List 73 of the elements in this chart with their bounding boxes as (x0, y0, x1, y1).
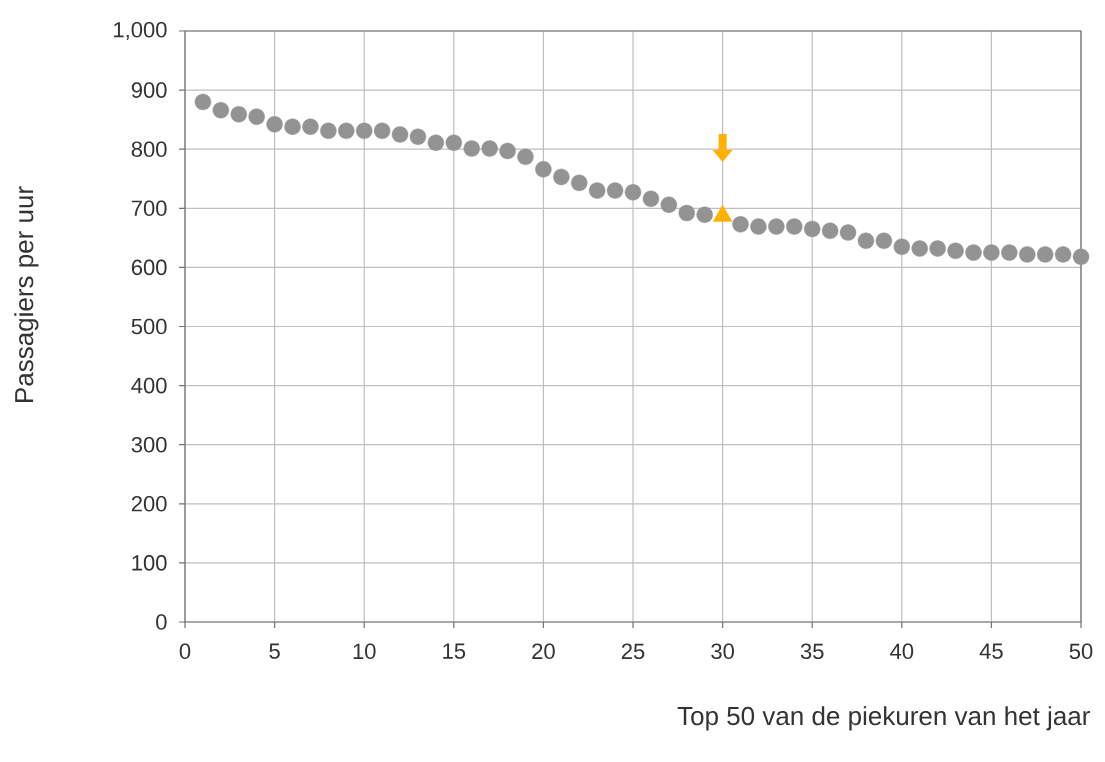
point (230, 106, 247, 123)
point (893, 238, 910, 255)
point (678, 204, 695, 222)
x-tick-label: 0 (179, 643, 191, 660)
point (266, 116, 283, 133)
point (1036, 246, 1054, 263)
point (750, 218, 767, 235)
y-tick-label: 100 (132, 555, 167, 571)
y-tick-label: 800 (131, 141, 167, 157)
y-tick-label: 900 (131, 82, 167, 98)
point (768, 218, 785, 235)
point (356, 122, 373, 140)
point (804, 220, 821, 238)
x-tick-label: 10 (353, 643, 376, 660)
point (821, 222, 839, 239)
x-tick-label: 20 (532, 643, 555, 660)
point (624, 184, 642, 201)
point (194, 93, 212, 111)
point (338, 122, 355, 140)
y-tick-label: 1,000 (114, 21, 167, 41)
x-tick-label: 15 (443, 643, 466, 659)
point (732, 216, 749, 233)
point (857, 232, 875, 249)
y-tick-label: 600 (131, 259, 167, 276)
y-tick-label: 400 (131, 377, 167, 394)
point (606, 182, 624, 199)
point (929, 240, 946, 257)
point (786, 218, 803, 235)
y-tick-label: 200 (131, 495, 167, 512)
y-tick-label: 500 (131, 318, 167, 335)
y-tick-label: 300 (131, 436, 167, 453)
point (284, 118, 301, 135)
x-tick-label: 45 (979, 643, 1003, 659)
point (481, 140, 498, 157)
point (212, 101, 230, 119)
point (642, 190, 660, 208)
x-tick-label: 5 (269, 643, 280, 659)
point (947, 242, 964, 260)
point (965, 244, 982, 261)
x-tick-label: 35 (800, 643, 824, 660)
point (911, 240, 928, 257)
point (445, 134, 463, 151)
x-tick-label: 25 (621, 643, 645, 660)
y-axis-title: Passagiers per uur (14, 186, 39, 402)
point (983, 244, 1000, 261)
point (391, 126, 409, 143)
point (1001, 244, 1018, 261)
x-tick-label: 30 (711, 643, 734, 660)
point (875, 232, 893, 249)
point (696, 206, 713, 223)
point (660, 196, 678, 213)
point (248, 108, 265, 125)
point (588, 182, 606, 199)
y-tick-label: 700 (131, 200, 167, 217)
point (571, 174, 588, 192)
point (463, 140, 480, 157)
point (302, 118, 319, 135)
point (553, 168, 570, 186)
point (517, 148, 534, 166)
point (409, 128, 427, 145)
point (1072, 248, 1090, 265)
point (1019, 246, 1036, 263)
point (499, 142, 516, 160)
x-tick-label: 40 (890, 643, 914, 660)
point (320, 122, 337, 140)
point (373, 122, 391, 140)
point (535, 161, 552, 178)
point (839, 224, 857, 241)
y-tick-label: 0 (156, 614, 167, 630)
x-tick-label: 50 (1069, 643, 1093, 660)
x-axis-title: Top 50 van de piekuren van het jaar (677, 706, 1090, 731)
point (427, 134, 445, 151)
point (1054, 246, 1072, 263)
